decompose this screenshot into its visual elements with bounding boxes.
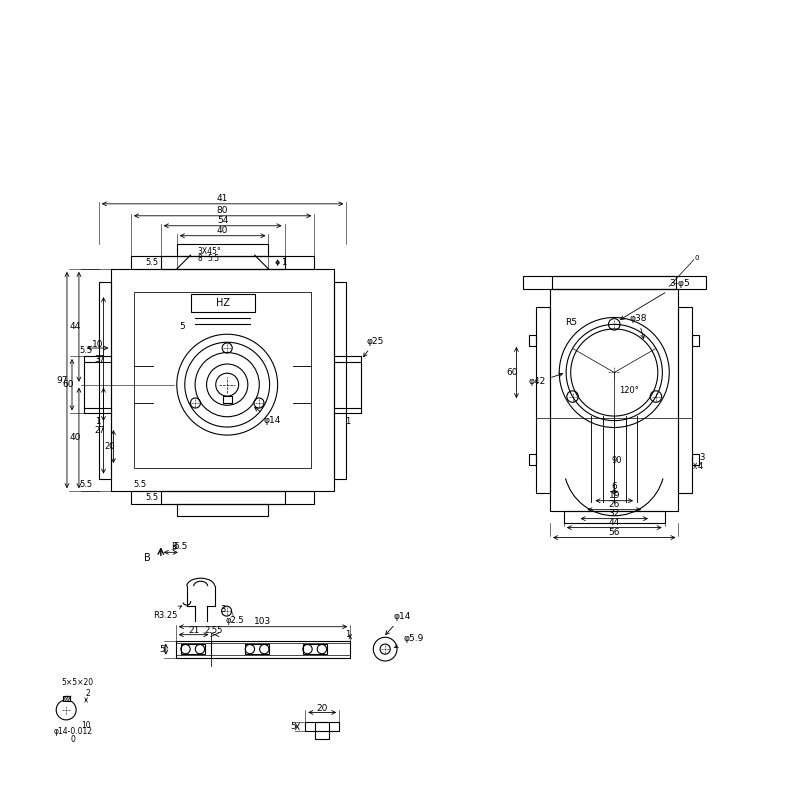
Text: 26: 26 (609, 500, 620, 509)
Text: φ14: φ14 (386, 612, 410, 634)
Text: φ2.5: φ2.5 (226, 615, 244, 625)
Text: 21: 21 (188, 626, 199, 635)
Text: B: B (170, 542, 177, 551)
Text: φ14-0.012: φ14-0.012 (54, 727, 92, 736)
Bar (678, 307, 692, 493)
Text: 3X45°: 3X45° (197, 247, 221, 256)
Text: 5.5: 5.5 (207, 254, 219, 263)
Text: 60: 60 (506, 368, 518, 377)
Text: 10: 10 (81, 722, 90, 730)
Text: φ5.9: φ5.9 (394, 634, 423, 648)
Text: 6: 6 (611, 482, 617, 491)
Text: 80: 80 (217, 206, 228, 215)
Text: 19: 19 (609, 491, 620, 500)
Bar (522, 276, 706, 289)
Bar (177, 504, 269, 517)
Text: φ42: φ42 (529, 373, 562, 386)
Text: 20: 20 (104, 442, 114, 451)
Bar (334, 282, 346, 478)
Text: 103: 103 (254, 618, 272, 626)
Text: 5.5: 5.5 (134, 481, 146, 490)
Text: 3-φ5: 3-φ5 (621, 279, 690, 319)
Text: 40: 40 (217, 226, 228, 235)
Text: R5: R5 (566, 318, 578, 327)
Bar (552, 276, 676, 289)
Text: 6.5: 6.5 (174, 542, 188, 551)
Text: 3: 3 (220, 605, 226, 614)
Bar (190, 294, 254, 313)
Text: 90: 90 (612, 456, 622, 465)
Text: 5: 5 (290, 722, 296, 731)
Text: 37: 37 (94, 354, 105, 363)
Bar (176, 641, 350, 658)
Bar (222, 396, 232, 403)
Text: φ38: φ38 (630, 314, 646, 338)
Text: 5.5: 5.5 (80, 481, 93, 490)
Bar (62, 696, 70, 701)
Text: HZ: HZ (216, 298, 230, 308)
Text: 0: 0 (70, 735, 75, 744)
Text: 5: 5 (179, 322, 185, 330)
Text: .5: .5 (170, 546, 177, 551)
Text: 5.5: 5.5 (146, 258, 159, 267)
Bar (303, 645, 326, 654)
Bar (181, 645, 205, 654)
Text: φ25: φ25 (363, 337, 384, 357)
Text: 54: 54 (217, 216, 228, 226)
Bar (111, 269, 334, 491)
Text: 3: 3 (699, 453, 705, 462)
Text: 4: 4 (698, 462, 702, 471)
Bar (692, 334, 699, 346)
Bar (161, 256, 285, 269)
Bar (536, 307, 550, 493)
Bar (161, 491, 285, 504)
Bar (134, 292, 311, 468)
Bar (530, 454, 536, 466)
Bar (564, 511, 665, 522)
Text: 60: 60 (62, 380, 74, 389)
Text: 1: 1 (345, 630, 350, 639)
Bar (99, 282, 111, 478)
Text: 32: 32 (609, 509, 620, 518)
Text: φ14: φ14 (254, 407, 281, 426)
Bar (131, 491, 314, 504)
Text: 40: 40 (70, 434, 81, 442)
Text: 8: 8 (198, 254, 202, 263)
Text: 2: 2 (86, 690, 90, 698)
Text: 44: 44 (609, 518, 620, 527)
Text: 5: 5 (159, 645, 165, 654)
Bar (177, 244, 269, 256)
Text: 41: 41 (217, 194, 228, 203)
Text: B: B (144, 554, 151, 563)
Text: 56: 56 (609, 528, 620, 537)
Text: 97: 97 (56, 375, 68, 385)
Text: 1: 1 (281, 258, 286, 267)
Text: 27: 27 (94, 426, 105, 435)
Bar (246, 645, 269, 654)
Bar (306, 722, 339, 731)
Text: R3.25: R3.25 (153, 606, 182, 620)
Text: 1: 1 (345, 417, 350, 426)
Text: 10: 10 (92, 339, 103, 349)
Bar (692, 454, 699, 466)
Bar (131, 256, 314, 269)
Text: 44: 44 (70, 322, 81, 331)
Text: 5×5×20: 5×5×20 (61, 678, 94, 686)
Text: 5.5: 5.5 (80, 346, 93, 354)
Text: 5.5: 5.5 (146, 493, 159, 502)
Bar (550, 289, 678, 511)
Text: 20: 20 (317, 704, 328, 713)
Bar (315, 722, 329, 739)
Bar (530, 334, 536, 346)
Text: 120°: 120° (619, 386, 639, 395)
Text: 0: 0 (694, 254, 699, 261)
Text: 2.55: 2.55 (204, 626, 222, 635)
Text: 1: 1 (95, 417, 100, 426)
